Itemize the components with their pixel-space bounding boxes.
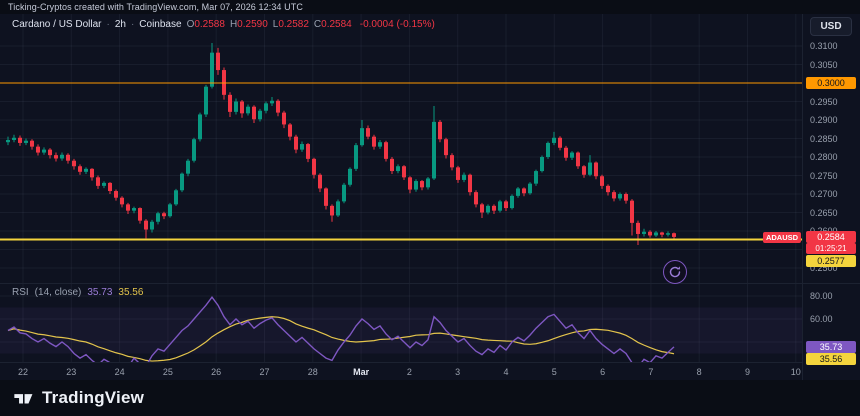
bar-countdown-badge: 01:25:21 xyxy=(806,242,856,254)
axis-tick-label: 60.00 xyxy=(810,314,833,324)
ohlc-open: O 0.2588 xyxy=(186,19,225,30)
level-price-badge-yellow[interactable]: 0.2577 xyxy=(806,254,856,267)
time-tick-label: 3 xyxy=(455,367,461,377)
footer-bar: TradingView xyxy=(0,380,860,416)
rsi-legend: RSI (14, close) 35.73 35.56 xyxy=(12,287,143,298)
axis-tick-label: 0.2850 xyxy=(810,133,838,144)
tradingview-logo-icon[interactable] xyxy=(12,387,34,409)
axis-tick-label: 0.2750 xyxy=(810,170,838,181)
chart-legend: Cardano / US Dollar · 2h · Coinbase O 0.2… xyxy=(12,19,435,30)
time-axis[interactable]: 22 23 24 25 26 27 28 Mar 2 3 4 5 6 7 8 9 10 xyxy=(0,362,802,381)
pane-separator[interactable] xyxy=(0,283,860,284)
time-tick-label: 27 xyxy=(259,367,270,377)
time-tick-label: 8 xyxy=(696,367,702,377)
price-pane-canvas[interactable] xyxy=(0,14,802,284)
time-tick-label: 2 xyxy=(406,367,412,377)
time-tick-label: 22 xyxy=(17,367,29,377)
symbol-title[interactable]: Cardano / US Dollar xyxy=(12,19,102,30)
axis-tick-label: 0.2900 xyxy=(810,115,838,125)
attribution-text: Ticking-Cryptos created with TradingView… xyxy=(8,2,303,12)
legend-separator: · xyxy=(106,19,110,30)
time-tick-label: 4 xyxy=(503,367,509,377)
time-tick-label: 6 xyxy=(600,367,606,377)
axis-tick-label: 0.2500 xyxy=(810,263,838,273)
ohlc-high: H 0.2590 xyxy=(229,19,268,30)
axis-tick-label: 0.2700 xyxy=(810,189,838,199)
rsi-pane-canvas[interactable] xyxy=(0,284,802,362)
axis-tick-label: 0.2650 xyxy=(810,207,838,218)
time-tick-label: 25 xyxy=(162,367,173,377)
axis-tick-label: 0.3100 xyxy=(810,41,838,51)
rsi-params: (14, close) xyxy=(34,287,82,298)
rsi-title[interactable]: RSI xyxy=(12,287,29,298)
rsi-value-badge: 35.73 xyxy=(806,340,856,353)
chart-area: Cardano / US Dollar · 2h · Coinbase O 0.2… xyxy=(0,14,860,380)
time-tick-label: Mar xyxy=(353,367,370,377)
last-price-symbol-tag: ADAUSD xyxy=(763,231,801,243)
axis-tick-label: 80.00 xyxy=(810,291,833,301)
ohlc-close: C 0.2584 xyxy=(313,19,352,30)
axis-tick-label: 0.2800 xyxy=(810,152,838,162)
legend-separator: · xyxy=(130,19,135,30)
rsi-value: 35.73 xyxy=(87,287,113,298)
time-tick-label: 5 xyxy=(551,367,557,377)
level-price-badge-orange[interactable]: 0.3000 xyxy=(806,77,856,89)
tradingview-wordmark[interactable]: TradingView xyxy=(42,388,145,407)
time-tick-label: 7 xyxy=(648,367,654,377)
time-tick-label: 23 xyxy=(66,367,77,377)
time-tick-label: 10 xyxy=(790,367,801,377)
circular-arrow-icon xyxy=(669,266,681,278)
currency-toggle-button[interactable]: USD xyxy=(810,17,852,36)
price-axis[interactable]: 0.3100 0.3050 0.3000 0.2950 0.2900 0.2850 0.28… xyxy=(802,14,860,380)
rsi-ma-value-badge: 35.56 xyxy=(806,352,856,365)
refresh-clock-icon[interactable] xyxy=(663,260,687,284)
time-tick-label: 24 xyxy=(114,367,125,377)
axis-tick-label: 0.2950 xyxy=(810,96,838,107)
last-price-badge: 0.2584 xyxy=(806,230,856,243)
rsi-ma-value: 35.56 xyxy=(118,287,144,298)
time-tick-label: 28 xyxy=(307,367,318,377)
time-tick-label: 26 xyxy=(211,367,222,377)
exchange-label[interactable]: Coinbase xyxy=(139,19,182,30)
time-tick-label: 9 xyxy=(744,367,751,377)
axis-tick-label: 0.3050 xyxy=(810,59,838,70)
interval-label[interactable]: 2h xyxy=(114,19,126,30)
price-change: -0.0004 (-0.15%) xyxy=(359,19,435,30)
ohlc-low: L 0.2582 xyxy=(272,19,309,30)
